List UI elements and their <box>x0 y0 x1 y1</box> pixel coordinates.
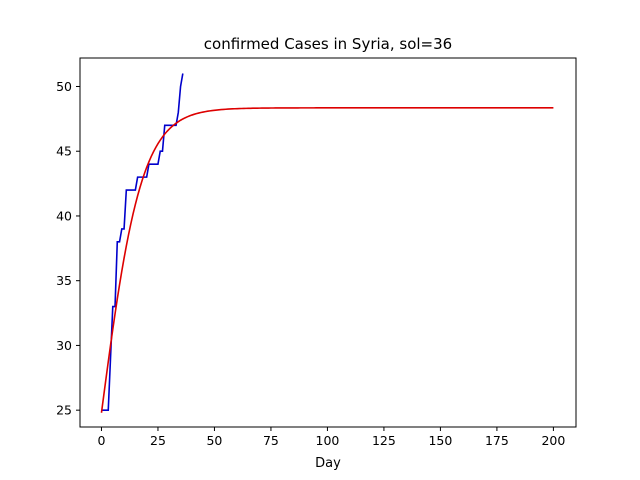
fit-curve-series <box>100 107 554 413</box>
y-tick-label: 50 <box>56 79 72 94</box>
x-tick-label: 200 <box>541 433 565 448</box>
y-tick-label: 45 <box>56 144 72 159</box>
y-tick-label: 25 <box>56 403 72 418</box>
y-tick-label: 30 <box>56 338 72 353</box>
x-tick-label: 125 <box>372 433 396 448</box>
x-tick-label: 50 <box>206 433 222 448</box>
x-tick-label: 75 <box>263 433 279 448</box>
confirmed-cases-series <box>101 73 184 411</box>
y-tick-label: 40 <box>56 208 72 223</box>
x-tick-label: 150 <box>428 433 452 448</box>
plot-frame <box>79 57 577 428</box>
y-tick-label: 35 <box>56 273 72 288</box>
x-tick-label: 0 <box>97 433 105 448</box>
y-axis: 25 30 35 40 45 50 <box>56 79 80 418</box>
x-axis-label: Day <box>315 456 341 471</box>
chart-title: confirmed Cases in Syria, sol=36 <box>204 35 452 53</box>
plot-lines <box>100 73 554 413</box>
x-tick-label: 25 <box>150 433 166 448</box>
x-tick-label: 100 <box>316 433 340 448</box>
x-axis: 0 25 50 75 100 125 150 175 200 <box>97 427 565 448</box>
x-tick-label: 175 <box>485 433 509 448</box>
